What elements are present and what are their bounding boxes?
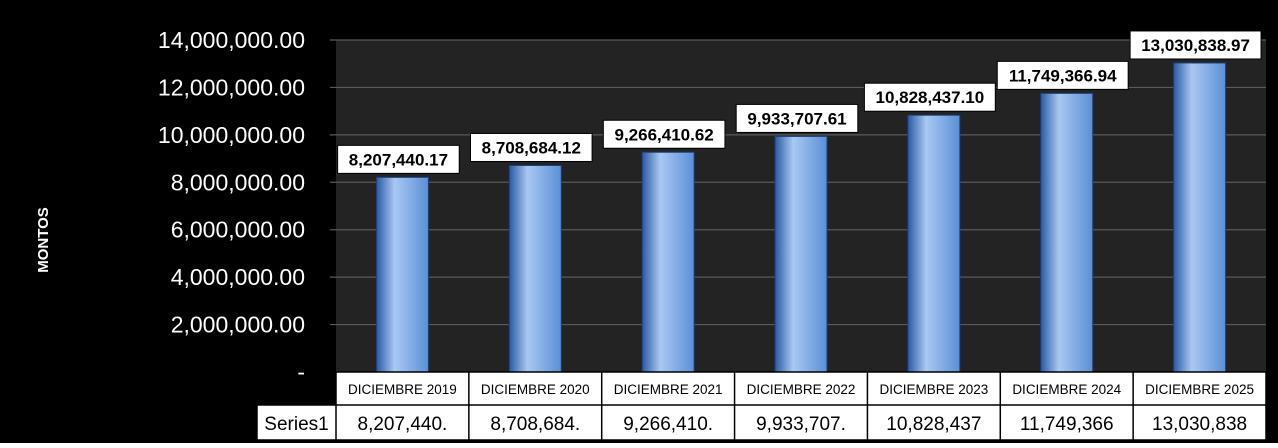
data-label-box (469, 132, 593, 162)
table-value: 8,708,684. (490, 414, 580, 435)
y-tick-label: - (297, 359, 305, 385)
y-tick-label: 12,000,000.00 (158, 74, 305, 100)
bar (1173, 62, 1227, 373)
table-series-name: Series1 (264, 414, 328, 435)
data-label: 8,207,440.17 (349, 150, 448, 169)
data-label-box (337, 144, 460, 174)
table-value-row (257, 405, 1266, 440)
bar (907, 114, 961, 373)
category-label: DICIEMBRE 2022 (747, 382, 856, 397)
y-tick-label: 10,000,000.00 (158, 122, 305, 148)
category-label: DICIEMBRE 2021 (614, 382, 723, 397)
y-tick-label: 14,000,000.00 (158, 27, 305, 53)
y-tick-label: 2,000,000.00 (171, 312, 305, 338)
data-label: 11,749,366.94 (1009, 66, 1117, 85)
bars (375, 62, 1227, 373)
data-label: 10,828,437.10 (875, 88, 984, 107)
data-label-box (1129, 30, 1262, 60)
y-tick-label: 4,000,000.00 (171, 264, 305, 290)
data-label-box (863, 82, 996, 112)
table-value: 13,030,838 (1152, 414, 1247, 435)
table-value: 8,207,440. (358, 414, 448, 435)
data-label: 9,266,410.62 (615, 125, 714, 144)
y-tick-label: 8,000,000.00 (171, 169, 305, 195)
category-label: DICIEMBRE 2023 (879, 382, 988, 397)
category-label: DICIEMBRE 2024 (1012, 382, 1121, 397)
bar (774, 135, 828, 373)
bar (375, 176, 429, 373)
table-value: 11,749,366 (1020, 414, 1114, 435)
category-label: DICIEMBRE 2025 (1145, 382, 1254, 397)
table-header-row (336, 372, 1266, 405)
table-value: 9,933,707. (756, 414, 846, 435)
bar (641, 151, 695, 373)
data-labels: 8,207,440.17 8,708,684.12 9,266,410.62 9,93… (337, 30, 1262, 174)
data-label-box (996, 60, 1129, 90)
data-label: 13,030,838.97 (1141, 36, 1250, 55)
table-value: 9,266,410. (623, 414, 713, 435)
bar (508, 164, 562, 373)
data-table: Series1 DICIEMBRE 2019 8,207,440. DICIEMBRE… (256, 371, 1267, 441)
y-tick-label: 6,000,000.00 (171, 217, 305, 243)
data-label: 8,708,684.12 (482, 138, 581, 157)
y-axis-label: MONTOS (35, 207, 52, 273)
category-label: DICIEMBRE 2019 (348, 382, 457, 397)
category-label: DICIEMBRE 2020 (481, 382, 590, 397)
data-label-box (735, 103, 859, 133)
data-label: 9,933,707.61 (747, 109, 846, 128)
table-value: 10,828,437 (886, 414, 981, 435)
bar (1040, 92, 1094, 373)
data-label-box (602, 119, 726, 149)
y-axis-ticks: - 2,000,000.00 4,000,000.00 6,000,000.00 8,0… (158, 27, 305, 385)
